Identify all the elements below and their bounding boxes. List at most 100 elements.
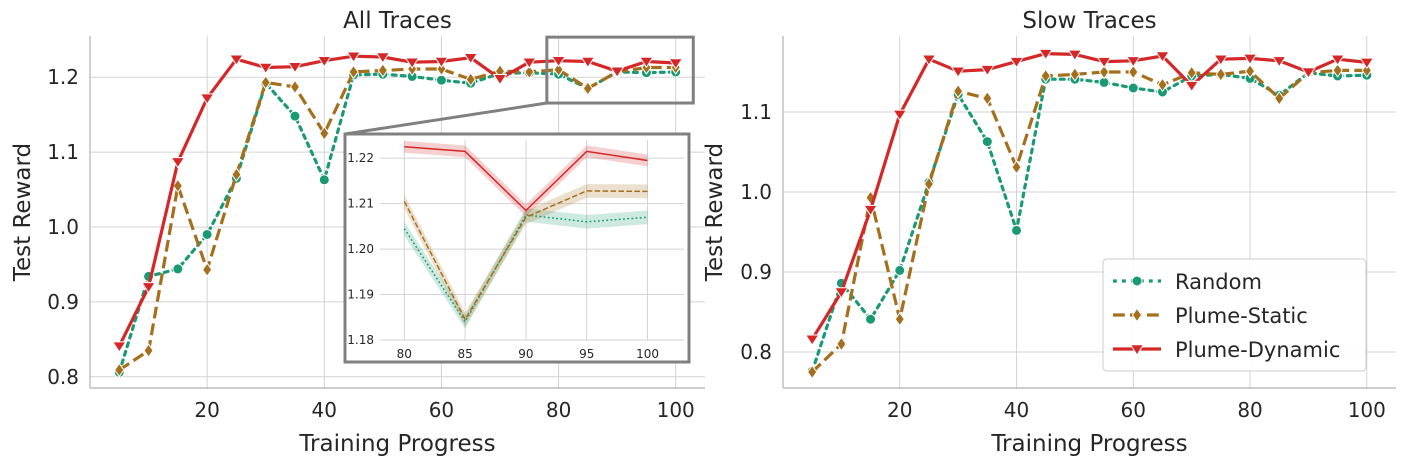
data-point <box>1040 68 1051 84</box>
data-point <box>1038 48 1054 61</box>
y-tick-label: 1.1 <box>47 140 79 164</box>
data-point <box>521 57 537 69</box>
data-point <box>979 64 995 77</box>
data-point <box>950 66 966 78</box>
inset-series-line <box>403 214 648 324</box>
data-point <box>1184 80 1200 93</box>
legend-marker <box>1131 307 1143 323</box>
x-tick-label: 100 <box>1348 398 1386 422</box>
data-point <box>1069 67 1081 82</box>
data-point <box>1330 54 1346 66</box>
data-point <box>111 341 127 353</box>
data-point <box>580 56 596 69</box>
legend-marker <box>1131 275 1143 287</box>
data-point <box>981 136 993 148</box>
inset-y-tick-label: 1.21 <box>347 197 374 211</box>
data-point <box>318 174 330 186</box>
data-point <box>1361 63 1372 78</box>
data-point <box>375 52 391 64</box>
y-axis-label: Test Reward <box>10 143 36 282</box>
y-tick-label: 0.9 <box>740 260 772 284</box>
data-point <box>287 61 303 74</box>
data-point <box>865 313 877 325</box>
data-point <box>609 66 625 78</box>
inset-border <box>343 132 691 364</box>
legend-label: Plume-Dynamic <box>1175 338 1340 362</box>
data-point <box>1096 56 1112 69</box>
inset-series-plume-dynamic <box>404 140 648 217</box>
x-axis-label: Training Progress <box>298 431 495 457</box>
data-point <box>114 362 125 378</box>
data-point <box>377 63 389 78</box>
data-point <box>1009 56 1024 69</box>
data-point <box>836 336 847 352</box>
legend-frame <box>1102 258 1367 372</box>
data-point <box>894 264 906 276</box>
y-axis-label: Test Reward <box>702 143 728 282</box>
data-point <box>172 178 184 194</box>
data-point <box>1157 77 1168 93</box>
zoom-region-box <box>545 35 695 105</box>
data-point <box>348 64 359 80</box>
data-point <box>1125 56 1141 68</box>
data-point <box>1332 63 1343 78</box>
x-tick-label: 60 <box>429 398 454 422</box>
x-tick-label: 60 <box>1121 398 1146 422</box>
legend-entry: Plume-Static <box>1113 304 1308 328</box>
data-point <box>201 262 213 278</box>
inset-y-tick-label: 1.18 <box>347 333 374 347</box>
inset-x-tick-label: 80 <box>397 347 412 361</box>
y-tick-label: 1.0 <box>740 180 772 204</box>
data-point <box>463 52 479 65</box>
data-point <box>1359 57 1375 70</box>
x-tick-label: 40 <box>1004 398 1029 422</box>
inset-series-line <box>404 146 648 212</box>
data-point <box>1011 159 1022 175</box>
inset-series-random <box>403 208 648 329</box>
data-point <box>319 125 330 141</box>
x-tick-label: 20 <box>887 398 912 422</box>
legend: Random Plume-Static Plume-Dynamic <box>1102 258 1367 372</box>
data-point <box>833 287 849 299</box>
data-point <box>921 54 937 66</box>
data-point <box>1127 82 1139 94</box>
data-point <box>1242 53 1258 66</box>
data-point <box>1301 67 1316 79</box>
x-tick-label: 100 <box>657 398 695 422</box>
inset-series-plume-static <box>403 184 648 327</box>
data-point <box>952 83 964 99</box>
data-point <box>982 91 993 106</box>
data-point <box>1274 91 1285 106</box>
data-point <box>1067 49 1083 62</box>
data-point <box>289 79 301 95</box>
series-plume-dynamic <box>111 51 684 353</box>
inset-y-tick-label: 1.22 <box>347 151 374 165</box>
data-point <box>892 109 908 122</box>
data-point <box>201 228 213 240</box>
inset-x-tick-label: 95 <box>579 347 594 361</box>
data-point <box>170 157 186 169</box>
data-point <box>668 58 684 70</box>
data-point <box>582 81 594 96</box>
data-point <box>923 176 935 192</box>
y-tick-label: 0.8 <box>740 340 772 364</box>
data-point <box>229 54 244 66</box>
inset-y-tick-label: 1.19 <box>347 288 374 302</box>
series-line <box>810 51 1367 341</box>
inset-series-line <box>403 190 648 322</box>
data-point <box>1215 67 1227 82</box>
legend-label: Random <box>1175 270 1262 294</box>
data-point <box>807 364 818 380</box>
inset-background <box>345 134 689 362</box>
data-point <box>1271 56 1287 68</box>
data-point <box>231 167 242 182</box>
inset-axes: 80 85 90 95 100 1.18 1.19 1.20 1.21 1.22 <box>343 132 691 364</box>
legend-marker <box>1129 344 1145 356</box>
legend-label: Plume-Static <box>1175 304 1308 328</box>
inset-x-tick-label: 85 <box>457 347 472 361</box>
data-point <box>1213 54 1229 66</box>
x-tick-label: 80 <box>546 398 571 422</box>
data-point <box>1155 51 1170 63</box>
data-point <box>172 263 184 275</box>
confidence-band <box>404 184 648 327</box>
